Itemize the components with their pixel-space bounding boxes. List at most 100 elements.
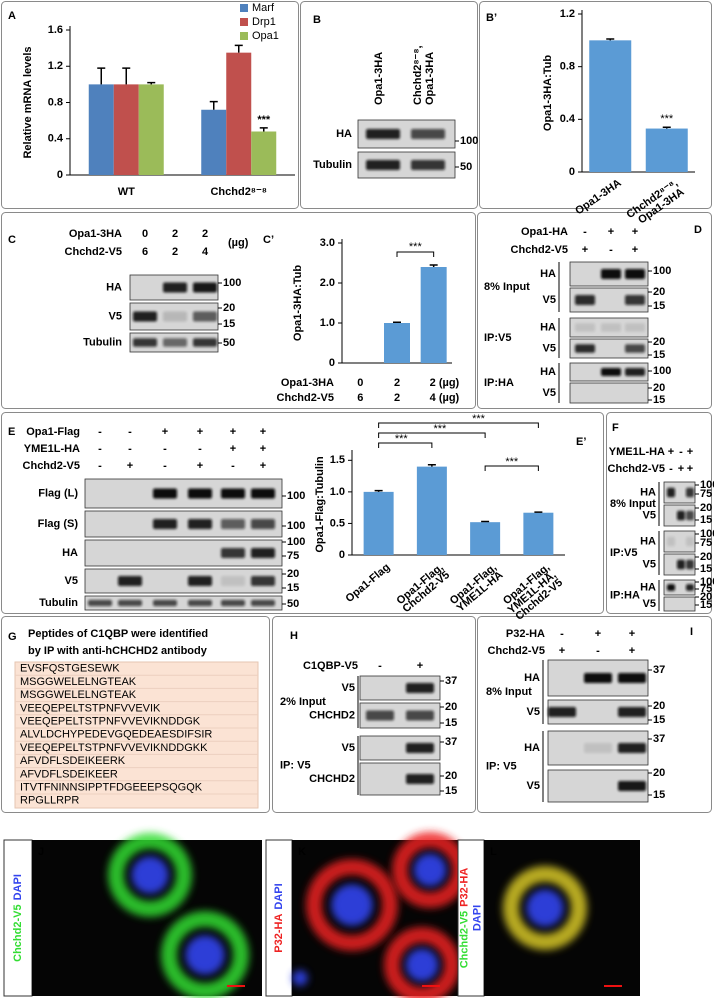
peptide: ITVTFNINNSIPPTFDGEEEPSQGQK [20,782,203,794]
nucleus [292,970,308,986]
panel-letter: J [38,846,44,858]
panel-letter: K [298,846,306,858]
row-label: HA [540,366,556,378]
blot-band [686,559,694,570]
cell-signal [384,927,460,998]
label-frame [265,839,293,997]
peptide: ALVLDCHYPEDEVGQEDEAESDIFSIR [20,729,212,741]
condition-level: - [98,460,102,472]
bar [113,84,139,175]
condition-label: Chchd2-V5 [608,463,665,475]
condition-level: 6 [357,392,363,404]
mw-marker: 50 [460,161,472,173]
blot-band [548,707,576,717]
x-tick-label: Opa1-Flag [343,561,392,605]
blot-strip [569,382,649,404]
error-bar [662,126,671,129]
row-label: HA [524,742,540,754]
blot-band [584,673,612,683]
bar [589,40,632,173]
mw-marker: 50 [223,337,235,349]
blot-band [575,295,595,305]
y-tick-label: 0 [329,357,335,369]
blot-band [193,282,217,293]
peptide: VEEQEPELTSTPNFVVEVIKNDDGKK [20,742,208,754]
condition-level: + [260,460,266,472]
error-bar [481,520,490,523]
annotation: *** [660,113,674,125]
condition-level: + [668,446,674,458]
blot-band [575,323,595,332]
blot-band [575,344,595,353]
group-label: 8% Input [610,498,656,510]
panel-letter: C’ [263,234,274,246]
x-tick-label: Opa1-3HA [573,177,623,217]
condition-level: + [687,463,693,475]
y-tick-label: 1.0 [320,317,335,329]
condition-label: Chchd2-V5 [23,460,80,472]
bar [384,323,410,363]
condition-level: 2 [394,377,400,389]
y-axis-title: Opa1-3HA:Tub [292,265,304,341]
panel-letter: I [690,626,693,638]
mw-marker: 75 [700,488,712,500]
mw-marker: 20 [445,770,457,782]
y-tick-label: 1.2 [560,8,575,20]
bar [138,84,164,175]
mw-marker: 15 [223,318,235,330]
y-tick-label: 2.0 [320,277,335,289]
error-bar [147,81,156,85]
y-tick-label: 0 [57,169,63,181]
panel-frame [606,412,712,614]
cell-signal [306,859,398,951]
mw-marker: 75 [700,537,712,549]
condition-label: Opa1-3HA [69,228,122,240]
blot-band [188,576,212,586]
group-label: IP: V5 [280,759,311,771]
bracket [378,422,539,428]
blot-band [411,160,445,170]
mw-marker: 15 [700,599,712,611]
row-label: HA [540,321,556,333]
condition-level: - [98,443,102,455]
table-bg [14,661,259,809]
y-tick-label: 0.4 [48,133,64,145]
row-label: Tubulin [83,336,122,348]
bar [645,128,688,172]
peptide: VEEQEPELTSTPNFVVEVIK [20,702,161,714]
x-tick-label: WT [118,186,135,198]
blot-band [667,584,675,591]
condition-level: + [260,426,266,438]
blot-band [618,743,646,753]
condition-level: 0 [357,377,363,389]
blot-band [667,536,675,547]
blot-band [406,774,434,784]
panel-frame [477,616,712,813]
condition-label: Chchd2-V5 [277,392,334,404]
mw-marker: 37 [445,675,457,687]
condition-level: + [632,226,638,238]
row-label: V5 [109,310,122,322]
blot-band [118,599,142,607]
bar [470,522,501,555]
peptide: AFVDFLSDEIKEER [20,768,118,780]
stain: P32-HA [273,914,285,953]
condition-level: - [583,226,587,238]
panel-letter: A [8,10,16,22]
blot-band [88,599,112,607]
annotation: *** [395,433,409,445]
condition-label: YME1L-HA [24,443,80,455]
condition-level: - [669,463,673,475]
blot-band [601,269,621,279]
bracket [484,465,539,471]
blot-band [366,160,400,170]
row-label: V5 [543,294,556,306]
row-label: V5 [643,598,656,610]
error-bar [122,67,131,85]
cell-signal [108,833,192,917]
mw-marker: 15 [653,394,665,406]
error-bar [259,127,268,132]
panel-letter: L [490,846,497,858]
error-bar [393,321,401,323]
blot-band [163,311,187,322]
